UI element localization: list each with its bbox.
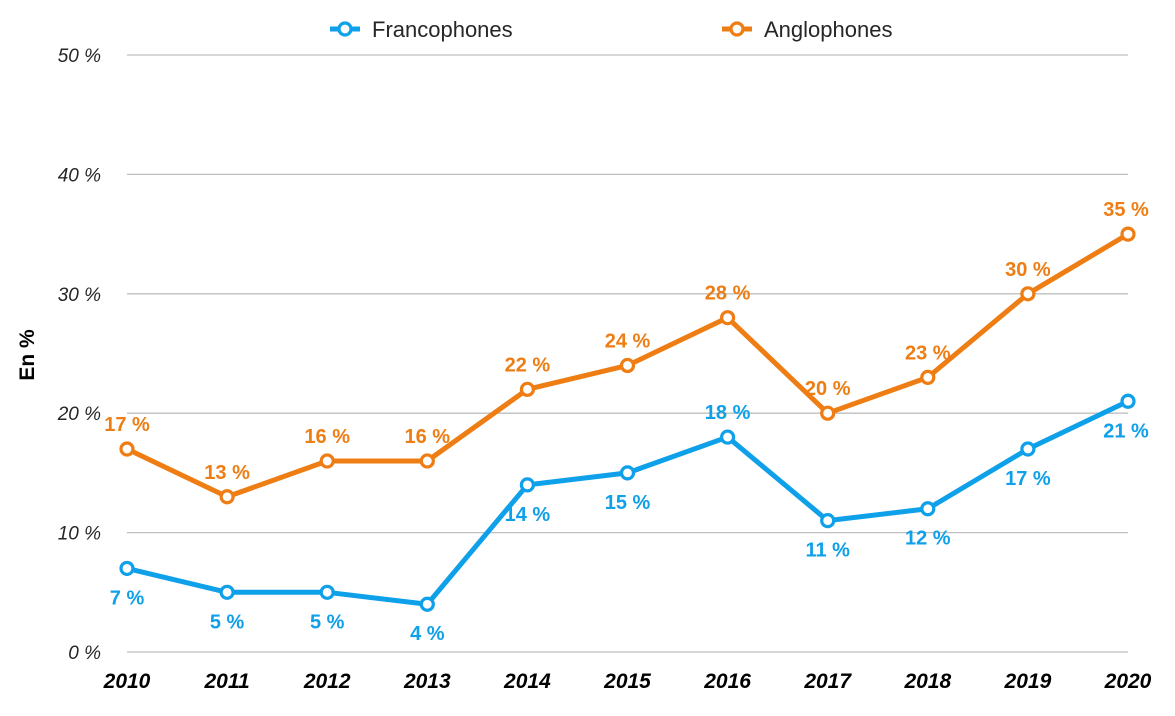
- data-label: 16 %: [304, 426, 350, 448]
- y-axis-ticks: 0 % 10 % 20 % 30 % 40 % 50 %: [57, 46, 101, 664]
- data-point[interactable]: [920, 501, 936, 517]
- data-label: 24 %: [605, 330, 651, 352]
- data-label: 12 %: [905, 528, 951, 550]
- legend-item-francophones[interactable]: Francophones: [330, 17, 513, 42]
- y-axis-label: En %: [16, 329, 39, 381]
- data-label: 11 %: [805, 540, 850, 562]
- data-label: 20 %: [805, 378, 851, 400]
- legend-label: Anglophones: [764, 17, 892, 42]
- data-point[interactable]: [519, 477, 536, 493]
- series-anglophones: 17 % 13 % 16 % 16 % 22 % 24 % 28 % 20 % 23 % 30 %…: [104, 199, 1149, 505]
- data-point[interactable]: [820, 513, 836, 529]
- legend[interactable]: Francophones Anglophones: [330, 17, 892, 42]
- data-label: 13 %: [204, 462, 250, 484]
- data-point[interactable]: [119, 441, 135, 457]
- y-tick-label: 30 %: [58, 285, 101, 306]
- data-label: 16 %: [405, 426, 451, 448]
- x-tick-label: 2010: [103, 670, 151, 693]
- series: 7 % 5 % 5 % 4 % 14 % 15 % 18 % 11 % 12 % 17 % 21 %…: [104, 199, 1149, 645]
- data-point[interactable]: [219, 584, 235, 600]
- data-point[interactable]: [519, 381, 536, 397]
- x-tick-label: 2020: [1104, 670, 1152, 693]
- data-point[interactable]: [719, 429, 736, 445]
- x-axis-ticks: 2010 2011 2012 2013 2014 2015 2016 2017 2018 2019…: [103, 670, 1152, 693]
- data-point[interactable]: [1020, 441, 1036, 457]
- data-point[interactable]: [219, 489, 235, 505]
- data-label: 21 %: [1103, 420, 1149, 442]
- x-tick-label: 2014: [503, 670, 551, 693]
- data-label: 17 %: [104, 414, 150, 436]
- x-tick-label: 2019: [1004, 670, 1052, 693]
- x-tick-label: 2013: [403, 670, 451, 693]
- data-label: 28 %: [705, 283, 751, 305]
- y-tick-label: 50 %: [58, 46, 101, 67]
- legend-item-anglophones[interactable]: Anglophones: [722, 17, 892, 42]
- y-tick-label: 0 %: [68, 643, 101, 664]
- data-label: 30 %: [1005, 259, 1051, 281]
- data-point[interactable]: [920, 369, 936, 385]
- data-label: 17 %: [1005, 468, 1051, 490]
- x-tick-label: 2012: [303, 670, 351, 693]
- data-point[interactable]: [119, 560, 135, 577]
- x-tick-label: 2015: [603, 670, 651, 693]
- series-francophones: 7 % 5 % 5 % 4 % 14 % 15 % 18 % 11 % 12 % 17 % 21 %: [110, 393, 1149, 645]
- data-label: 15 %: [605, 492, 651, 514]
- legend-marker: [729, 21, 745, 37]
- data-point[interactable]: [1020, 286, 1036, 302]
- data-point[interactable]: [319, 584, 335, 600]
- y-tick-label: 10 %: [58, 524, 101, 545]
- x-tick-label: 2018: [903, 670, 951, 693]
- legend-marker: [337, 21, 353, 37]
- data-label: 7 %: [110, 587, 145, 609]
- data-point[interactable]: [419, 453, 435, 469]
- data-label: 18 %: [705, 402, 751, 424]
- data-point[interactable]: [619, 357, 636, 374]
- data-point[interactable]: [719, 310, 736, 326]
- x-tick-label: 2011: [204, 670, 250, 693]
- data-point[interactable]: [1120, 226, 1136, 242]
- data-label: 5 %: [310, 611, 345, 633]
- data-label: 23 %: [905, 342, 951, 364]
- data-point[interactable]: [820, 405, 836, 421]
- data-label: 14 %: [505, 504, 551, 526]
- data-point[interactable]: [319, 453, 335, 469]
- data-label: 22 %: [505, 354, 551, 376]
- x-tick-label: 2016: [703, 670, 751, 693]
- data-point[interactable]: [619, 465, 636, 481]
- y-tick-label: 40 %: [58, 165, 101, 186]
- data-label: 5 %: [210, 611, 245, 633]
- gridlines: [127, 54, 1128, 653]
- legend-label: Francophones: [372, 17, 513, 42]
- y-tick-label: 20 %: [57, 404, 101, 425]
- data-point[interactable]: [1120, 393, 1136, 409]
- data-label: 35 %: [1103, 199, 1149, 221]
- data-label: 4 %: [410, 623, 445, 645]
- data-point[interactable]: [419, 596, 435, 612]
- x-tick-label: 2017: [803, 670, 852, 693]
